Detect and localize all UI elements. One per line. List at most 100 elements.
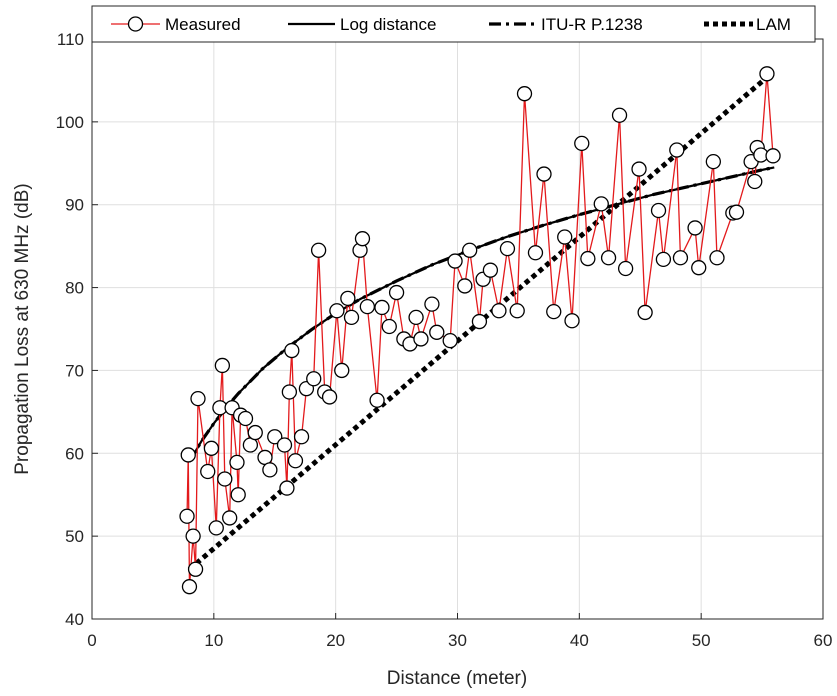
data-point bbox=[709, 250, 725, 266]
legend-label-1: Log distance bbox=[340, 15, 436, 34]
data-point bbox=[279, 480, 295, 496]
x-tick-label: 0 bbox=[87, 631, 96, 650]
y-tick-label: 50 bbox=[65, 527, 84, 546]
data-point bbox=[374, 299, 390, 316]
data-point bbox=[728, 204, 745, 220]
legend-label-3: LAM bbox=[756, 15, 791, 34]
data-point bbox=[691, 260, 707, 276]
data-point bbox=[536, 166, 552, 182]
data-point bbox=[747, 173, 763, 190]
data-point bbox=[354, 231, 371, 247]
data-point bbox=[429, 324, 445, 340]
data-point bbox=[190, 390, 206, 407]
data-point bbox=[359, 298, 375, 315]
data-point bbox=[187, 561, 204, 577]
data-point bbox=[765, 148, 781, 164]
data-point bbox=[491, 303, 507, 319]
data-point bbox=[381, 318, 397, 335]
data-point bbox=[230, 487, 246, 503]
data-point bbox=[516, 86, 533, 102]
data-point bbox=[631, 161, 647, 177]
data-point bbox=[527, 245, 544, 261]
y-tick-label: 90 bbox=[65, 196, 84, 215]
data-point bbox=[564, 313, 580, 329]
data-point bbox=[208, 520, 224, 536]
data-point bbox=[408, 309, 424, 326]
data-point bbox=[546, 303, 562, 320]
data-point bbox=[509, 303, 525, 319]
data-point bbox=[329, 303, 345, 319]
data-point bbox=[306, 371, 322, 387]
data-point bbox=[424, 296, 440, 312]
data-point bbox=[237, 410, 254, 427]
series-line-2 bbox=[188, 165, 775, 463]
data-point bbox=[217, 471, 233, 487]
data-point bbox=[442, 332, 458, 349]
data-point bbox=[181, 579, 198, 595]
legend-marker bbox=[127, 16, 144, 32]
x-axis-label: Distance (meter) bbox=[387, 668, 527, 689]
data-point bbox=[340, 290, 356, 306]
legend-label-2: ITU-R P.1238 bbox=[541, 15, 643, 34]
data-point bbox=[388, 284, 405, 301]
data-point bbox=[293, 429, 310, 445]
data-point bbox=[284, 342, 300, 359]
series-layer bbox=[179, 66, 781, 595]
data-point bbox=[650, 202, 667, 219]
data-point bbox=[471, 313, 488, 330]
x-tick-label: 30 bbox=[448, 631, 467, 650]
data-point bbox=[447, 253, 463, 269]
data-point bbox=[262, 462, 278, 478]
data-point bbox=[593, 196, 609, 212]
data-point bbox=[557, 229, 573, 245]
data-point bbox=[413, 331, 429, 347]
data-point bbox=[369, 392, 385, 408]
data-point bbox=[247, 424, 263, 441]
data-point bbox=[267, 429, 283, 445]
data-point bbox=[287, 453, 304, 469]
data-point bbox=[276, 437, 293, 453]
data-point bbox=[637, 304, 653, 321]
data-point bbox=[482, 262, 499, 278]
data-point bbox=[179, 508, 195, 524]
data-point bbox=[600, 250, 617, 266]
x-tick-label: 50 bbox=[692, 631, 711, 650]
y-tick-label: 60 bbox=[65, 444, 84, 463]
data-point bbox=[462, 242, 478, 258]
data-point bbox=[655, 251, 672, 268]
data-point bbox=[334, 362, 350, 379]
legend-label-0: Measured bbox=[165, 15, 241, 34]
y-tick-label: 100 bbox=[56, 113, 84, 132]
data-point bbox=[669, 142, 685, 158]
data-point bbox=[580, 250, 596, 267]
legend-box bbox=[91, 5, 816, 43]
data-point bbox=[687, 220, 703, 236]
data-point bbox=[574, 135, 590, 152]
y-tick-label: 110 bbox=[57, 30, 84, 49]
data-point bbox=[759, 66, 775, 82]
data-point bbox=[281, 384, 298, 400]
data-point bbox=[457, 278, 473, 294]
data-point bbox=[499, 240, 516, 257]
y-axis-label: Propagation Loss at 630 MHz (dB) bbox=[12, 183, 33, 475]
data-point bbox=[611, 107, 628, 123]
x-tick-label: 60 bbox=[814, 631, 833, 650]
data-point bbox=[672, 250, 689, 266]
y-tick-label: 70 bbox=[65, 361, 84, 380]
data-point bbox=[200, 463, 216, 480]
data-point bbox=[229, 454, 245, 471]
data-point bbox=[180, 447, 196, 463]
data-point bbox=[617, 260, 634, 277]
data-point bbox=[185, 528, 201, 544]
data-point bbox=[310, 242, 327, 258]
data-point bbox=[705, 153, 721, 170]
data-point bbox=[343, 309, 360, 326]
x-tick-label: 20 bbox=[326, 631, 345, 650]
data-point bbox=[321, 389, 338, 405]
y-tick-label: 40 bbox=[65, 610, 84, 629]
data-point bbox=[214, 357, 231, 374]
data-point bbox=[222, 510, 238, 526]
y-tick-label: 80 bbox=[65, 279, 84, 298]
x-tick-label: 10 bbox=[204, 631, 223, 650]
